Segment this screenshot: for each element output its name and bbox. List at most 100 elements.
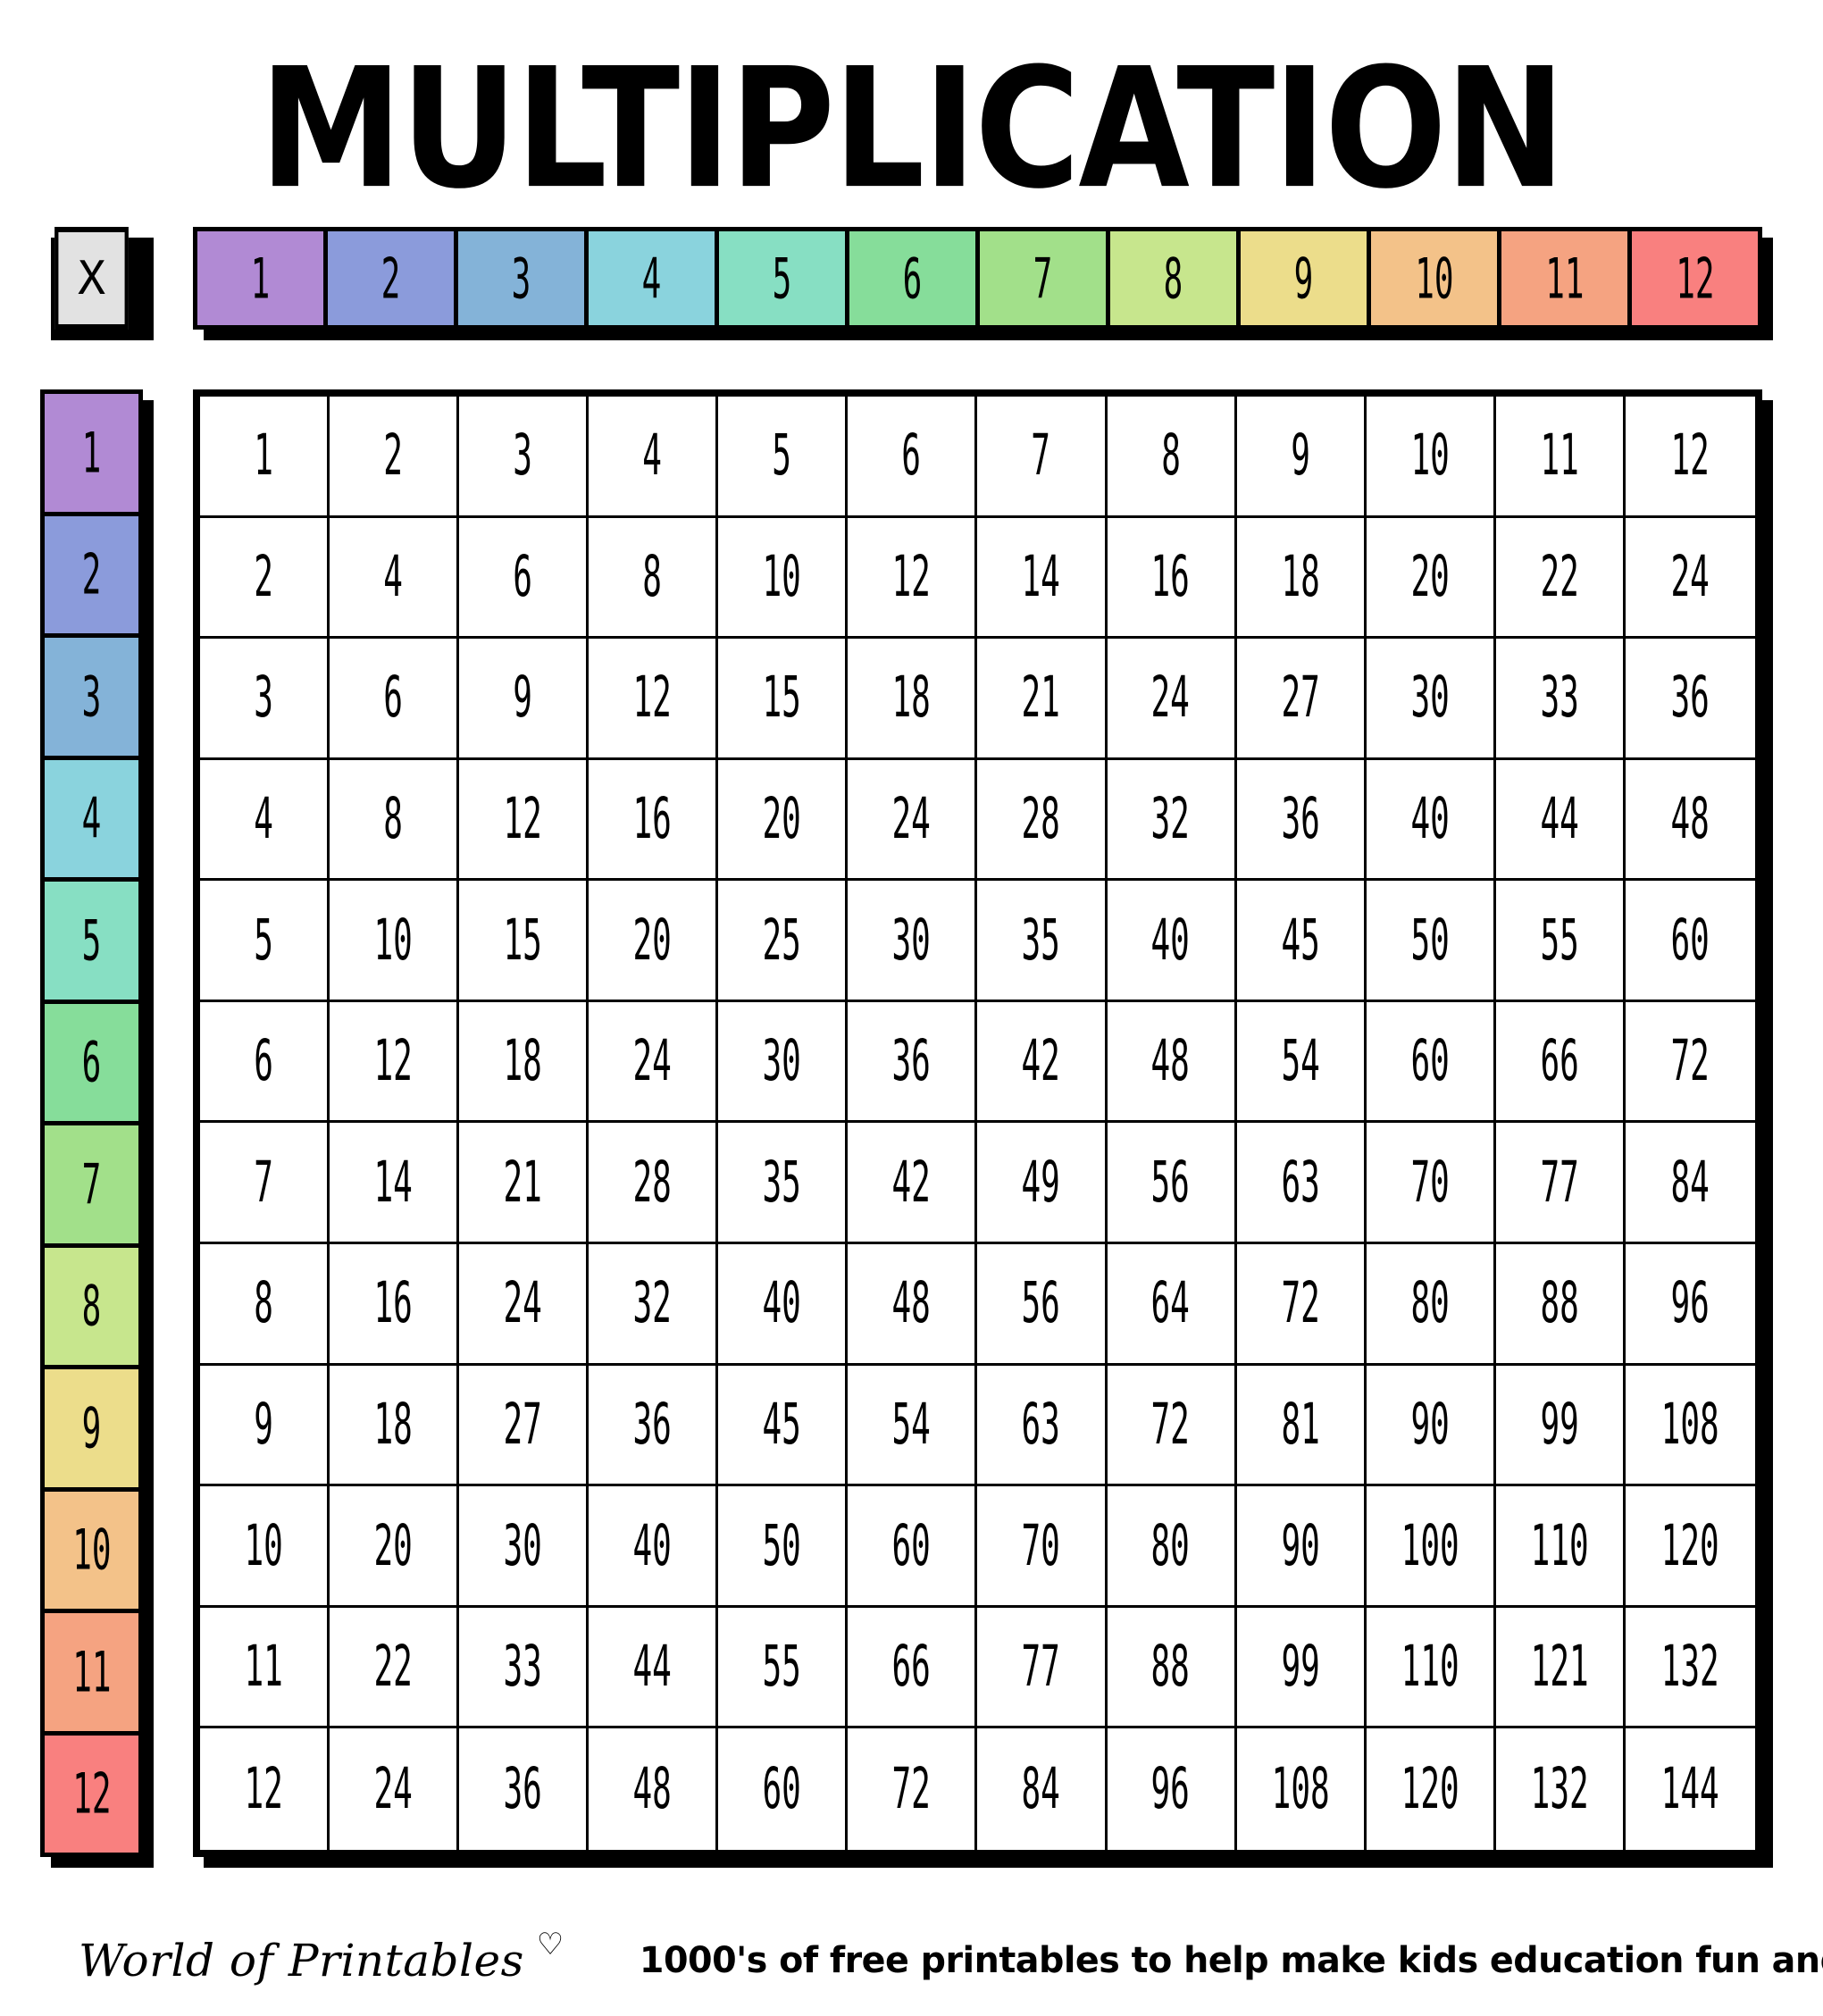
grid-cell-value: 7 xyxy=(1031,422,1051,489)
grid-cell: 100 xyxy=(1366,1486,1496,1608)
grid-cell: 55 xyxy=(1495,881,1626,1002)
grid-cell: 30 xyxy=(459,1486,590,1608)
grid-cell-value: 4 xyxy=(383,544,403,610)
grid-cell: 54 xyxy=(1236,1001,1367,1124)
grid-cell-value: 18 xyxy=(891,665,932,732)
column-header-label: 2 xyxy=(380,245,401,312)
grid-cell-value: 15 xyxy=(762,665,802,732)
grid-cell: 16 xyxy=(1107,517,1237,640)
grid-cell-value: 30 xyxy=(1410,665,1450,732)
grid-cell: 56 xyxy=(1107,1123,1237,1245)
grid-cell: 11 xyxy=(1495,397,1626,518)
column-header-label: 4 xyxy=(641,245,662,312)
grid-cell: 6 xyxy=(848,397,978,518)
grid-cell-value: 60 xyxy=(762,1756,802,1822)
grid-cell-value: 12 xyxy=(503,786,542,852)
grid-cell: 8 xyxy=(1107,397,1237,518)
grid-cell: 50 xyxy=(1366,881,1496,1002)
grid-cell-value: 25 xyxy=(762,907,802,974)
grid-cell: 8 xyxy=(589,517,719,640)
grid-cell-value: 40 xyxy=(632,1512,672,1579)
grid-cell: 72 xyxy=(848,1728,978,1850)
grid-cell: 10 xyxy=(200,1486,330,1608)
grid-cell: 88 xyxy=(1107,1607,1237,1729)
grid-cell: 8 xyxy=(200,1244,330,1366)
grid-cell-value: 18 xyxy=(503,1028,542,1094)
grid-cell: 4 xyxy=(330,517,460,640)
grid-cell-value: 24 xyxy=(632,1028,672,1094)
grid-cell-value: 90 xyxy=(1281,1512,1320,1579)
grid-cell: 64 xyxy=(1107,1244,1237,1366)
grid-cell-value: 3 xyxy=(513,422,533,489)
grid-cell: 48 xyxy=(848,1244,978,1366)
grid-cell-value: 24 xyxy=(373,1756,413,1822)
grid-cell: 33 xyxy=(1495,639,1626,760)
grid-cell: 72 xyxy=(1107,1365,1237,1487)
grid-cell-value: 60 xyxy=(1410,1028,1450,1094)
grid-cell: 30 xyxy=(718,1001,849,1124)
column-header-label: 7 xyxy=(1033,245,1053,312)
grid-cell: 80 xyxy=(1366,1244,1496,1366)
grid-cell: 36 xyxy=(459,1728,590,1850)
grid-cell: 1 xyxy=(200,397,330,518)
grid-cell: 20 xyxy=(330,1486,460,1608)
corner-cell-label: X xyxy=(77,251,106,305)
grid-cell: 20 xyxy=(589,881,719,1002)
row-header-label: 5 xyxy=(81,908,102,974)
grid-cell-value: 30 xyxy=(891,907,932,974)
grid-cell: 84 xyxy=(977,1728,1108,1850)
grid-cell: 55 xyxy=(718,1607,849,1729)
grid-cell-value: 2 xyxy=(383,422,403,489)
grid-cell-value: 12 xyxy=(244,1756,283,1822)
grid-cell: 27 xyxy=(1236,639,1367,760)
grid-cell-value: 4 xyxy=(254,786,273,852)
grid-cell: 108 xyxy=(1625,1365,1755,1487)
row-header-column: 1 2 3 4 5 6 7 8 9 10 11 12 xyxy=(40,389,143,1857)
grid-cell-value: 60 xyxy=(891,1512,932,1579)
grid-cell: 24 xyxy=(1625,517,1755,640)
grid-cell: 36 xyxy=(1625,639,1755,760)
grid-cell-value: 6 xyxy=(383,665,403,732)
column-header-cell: 9 xyxy=(1241,231,1371,325)
grid-cell-value: 40 xyxy=(762,1270,802,1337)
grid-cell-value: 72 xyxy=(891,1756,932,1822)
grid-cell: 4 xyxy=(589,397,719,518)
row-header-cell: 12 xyxy=(45,1735,138,1853)
grid-cell: 144 xyxy=(1625,1728,1755,1850)
grid-cell-value: 60 xyxy=(1670,907,1710,974)
grid-cell-value: 99 xyxy=(1281,1634,1320,1700)
grid-cell-value: 44 xyxy=(1540,786,1579,852)
grid-cell-value: 20 xyxy=(373,1512,413,1579)
grid-cell: 12 xyxy=(459,759,590,882)
grid-cell: 48 xyxy=(1107,1001,1237,1124)
grid-cell: 66 xyxy=(848,1607,978,1729)
grid-cell: 16 xyxy=(589,759,719,882)
grid-cell-value: 16 xyxy=(1150,544,1191,610)
grid-cell-value: 66 xyxy=(1540,1028,1579,1094)
grid-cell-value: 108 xyxy=(1271,1756,1330,1822)
grid-cell-value: 84 xyxy=(1021,1756,1061,1822)
grid-cell: 2 xyxy=(330,397,460,518)
grid-cell-value: 81 xyxy=(1281,1392,1320,1458)
column-header-cell: 11 xyxy=(1501,231,1632,325)
grid-cell: 132 xyxy=(1495,1728,1626,1850)
grid-cell-value: 22 xyxy=(1540,544,1579,610)
grid-cell: 45 xyxy=(718,1365,849,1487)
grid-cell-value: 99 xyxy=(1540,1392,1579,1458)
row-header-cell: 1 xyxy=(45,394,138,516)
grid-cell: 11 xyxy=(200,1607,330,1729)
grid-cell-value: 54 xyxy=(1281,1028,1320,1094)
grid-cell-value: 32 xyxy=(632,1270,672,1337)
brand-name: World of Printables xyxy=(79,1935,524,1987)
grid-cell: 36 xyxy=(848,1001,978,1124)
grid-cell: 35 xyxy=(977,881,1108,1002)
row-header-label: 7 xyxy=(81,1151,102,1217)
column-header-label: 11 xyxy=(1544,245,1585,312)
grid-cell: 70 xyxy=(1366,1123,1496,1245)
grid-cell: 60 xyxy=(1625,881,1755,1002)
grid-cell: 56 xyxy=(977,1244,1108,1366)
grid-cell: 110 xyxy=(1495,1486,1626,1608)
grid-cell-value: 12 xyxy=(373,1028,413,1094)
grid-cell: 27 xyxy=(459,1365,590,1487)
